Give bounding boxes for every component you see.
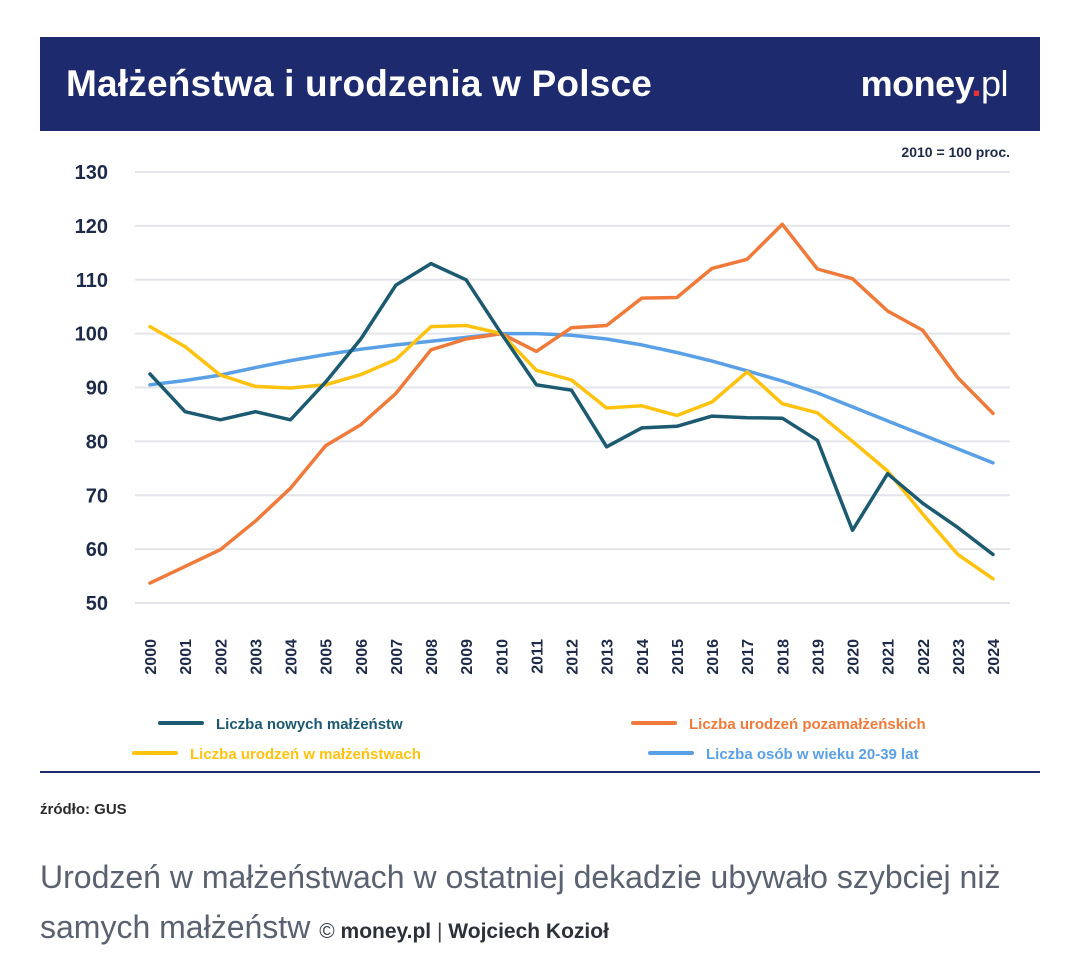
x-tick-label: 2002: [213, 639, 230, 675]
x-tick-label: 2016: [705, 639, 722, 675]
caption-text: Urodzeń w małżeństwach w ostatniej dekad…: [40, 859, 1001, 945]
credit-author: Wojciech Kozioł: [448, 920, 609, 943]
y-tick-label: 120: [75, 216, 108, 238]
x-tick-label: 2001: [178, 639, 195, 675]
x-tick-label: 2003: [248, 639, 265, 675]
image-caption: Urodzeń w małżeństwach w ostatniej dekad…: [40, 852, 1050, 957]
caption-credit: © money.pl | Wojciech Kozioł: [319, 920, 609, 943]
x-tick-label: 2013: [600, 639, 617, 675]
chart-card: Małżeństwa i urodzenia w Polsce money.pl…: [40, 37, 1040, 837]
legend-label: Liczba osób w wieku 20-39 lat: [706, 746, 919, 763]
x-tick-label: 2007: [389, 639, 406, 675]
legend-label: Liczba urodzeń pozamałżeńskich: [689, 716, 926, 733]
x-tick-label: 2011: [529, 639, 546, 674]
x-tick-label: 2008: [424, 639, 441, 675]
x-tick-label: 2010: [494, 639, 511, 675]
x-tick-label: 2020: [846, 639, 863, 675]
y-tick-label: 50: [86, 593, 108, 615]
x-tick-label: 2014: [635, 639, 652, 675]
x-tick-label: 2017: [740, 639, 757, 675]
x-tick-label: 2019: [810, 639, 827, 675]
credit-site[interactable]: money.pl: [340, 920, 432, 943]
line-chart: 130 120 110 100 90 80 70 60 50 2000 2001 2002 2003 20…: [75, 162, 1010, 763]
y-tick-label: 60: [86, 539, 108, 561]
y-tick-label: 90: [86, 378, 108, 400]
chart-header: Małżeństwa i urodzenia w Polsce money.pl: [40, 37, 1040, 131]
y-tick-label: 70: [86, 485, 108, 507]
x-tick-label: 2006: [354, 639, 371, 675]
logo-text: money: [860, 63, 972, 104]
x-tick-label: 2012: [565, 639, 582, 675]
x-tick-label: 2022: [916, 639, 933, 675]
credit-separator: |: [436, 920, 443, 943]
legend-label: Liczba nowych małżeństw: [216, 716, 403, 733]
legend-label: Liczba urodzeń w małżeństwach: [190, 746, 421, 763]
y-tick-label: 100: [75, 324, 108, 346]
y-tick-label: 110: [76, 270, 108, 292]
x-tick-label: 2018: [775, 639, 792, 675]
x-tick-label: 2015: [670, 639, 687, 675]
logo-suffix: pl: [980, 63, 1009, 104]
legend-divider: [40, 771, 1040, 773]
logo-dot: .: [971, 63, 981, 104]
series-line-2: [148, 222, 995, 585]
money-pl-logo[interactable]: money.pl: [860, 63, 1009, 105]
y-tick-label: 130: [75, 162, 108, 184]
index-base-note: 2010 = 100 proc.: [901, 144, 1010, 160]
x-tick-label: 2004: [284, 639, 301, 675]
y-tick-label: 80: [86, 431, 108, 453]
series-line-4: [148, 331, 995, 465]
series-line-3: [148, 323, 995, 581]
x-tick-label: 2005: [319, 639, 336, 675]
copyright-symbol: ©: [319, 920, 335, 943]
x-tick-label: 2009: [459, 639, 476, 675]
x-tick-label: 2000: [143, 639, 160, 675]
x-tick-label: 2023: [951, 639, 968, 675]
series-line-1: [148, 261, 995, 557]
x-tick-label: 2024: [986, 639, 1003, 675]
source-label: źródło: GUS: [40, 801, 127, 818]
chart-title: Małżeństwa i urodzenia w Polsce: [66, 63, 653, 104]
x-tick-label: 2021: [881, 639, 898, 675]
